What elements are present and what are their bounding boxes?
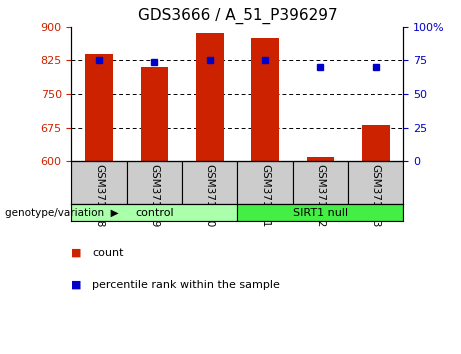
Text: control: control [135,207,174,218]
Text: GSM371993: GSM371993 [371,164,381,227]
Text: genotype/variation  ▶: genotype/variation ▶ [5,207,118,218]
Bar [127,161,182,204]
Text: GSM371992: GSM371992 [315,164,325,227]
Bar [251,38,279,161]
Text: percentile rank within the sample: percentile rank within the sample [92,280,280,290]
Bar [237,161,293,204]
Text: ■: ■ [71,248,82,258]
Text: GSM371989: GSM371989 [149,164,160,227]
Bar [293,161,348,204]
Bar [362,125,390,161]
Bar [182,161,237,204]
Title: GDS3666 / A_51_P396297: GDS3666 / A_51_P396297 [137,7,337,24]
Bar [348,161,403,204]
Bar [141,67,168,161]
Bar [307,157,334,161]
Bar [85,55,113,161]
Text: count: count [92,248,124,258]
Text: SIRT1 null: SIRT1 null [293,207,348,218]
Bar [71,204,237,221]
Text: GSM371988: GSM371988 [94,164,104,227]
Text: GSM371990: GSM371990 [205,164,215,227]
Bar [196,33,224,161]
Bar [71,161,127,204]
Bar [237,204,403,221]
Text: ■: ■ [71,280,82,290]
Text: GSM371991: GSM371991 [260,164,270,227]
